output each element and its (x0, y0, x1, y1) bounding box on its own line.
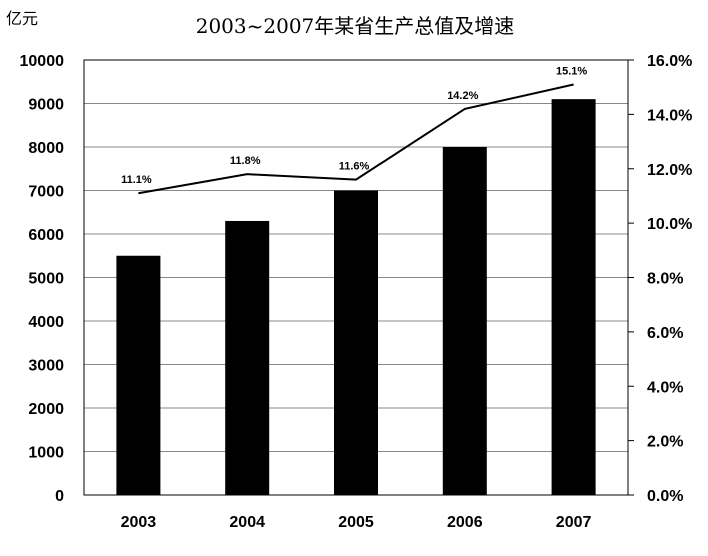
left-tick-label: 9000 (28, 97, 64, 114)
data-label: 11.8% (230, 155, 261, 167)
left-tick-label: 2000 (28, 401, 64, 418)
growth-line (138, 83, 574, 195)
bar (225, 220, 270, 495)
data-label: 11.1% (121, 174, 152, 186)
left-tick-label: 3000 (28, 358, 64, 375)
data-label: 11.6% (339, 161, 370, 173)
x-tick-label: 2005 (338, 514, 374, 531)
right-tick-label: 16.0% (647, 53, 692, 70)
growth-line-series: 11.1% 11.8% 11.6% 14.2% 15.1% (121, 65, 587, 195)
left-tick-label: 6000 (28, 227, 64, 244)
right-tick-label: 14.0% (647, 107, 692, 124)
left-axis-ticks: 0 1000 2000 3000 4000 5000 6000 7000 8000 9000 100… (20, 53, 65, 505)
bar (334, 190, 378, 495)
x-tick-label: 2007 (556, 514, 592, 531)
right-tick-label: 4.0% (647, 379, 683, 396)
x-tick-label: 2006 (447, 514, 483, 531)
left-tick-label: 1000 (28, 445, 64, 462)
left-tick-label: 10000 (20, 53, 65, 70)
data-label: 15.1% (556, 65, 587, 77)
data-label: 14.2% (447, 90, 478, 102)
bar (551, 99, 596, 496)
right-tick-label: 8.0% (647, 271, 683, 288)
left-tick-label: 8000 (28, 140, 64, 157)
x-tick-label: 2003 (121, 514, 157, 531)
plot-frame (83, 59, 629, 496)
x-axis-ticks: 2003 2004 2005 2006 2007 (121, 514, 592, 531)
bar-series (116, 99, 596, 496)
chart-title: 2003~2007年某省生产总值及增速 (196, 14, 515, 38)
left-tick-label: 4000 (28, 314, 64, 331)
right-axis-ticks: 0.0% 2.0% 4.0% 6.0% 8.0% 10.0% 12.0% 14.0% 16.0% (628, 53, 692, 505)
bar (116, 255, 161, 495)
right-tick-label: 10.0% (647, 216, 692, 233)
left-axis-unit: 亿元 (6, 9, 38, 28)
right-tick-label: 0.0% (647, 488, 683, 505)
x-tick-label: 2004 (229, 514, 265, 531)
left-tick-label: 7000 (28, 184, 64, 201)
bar (442, 147, 487, 495)
left-tick-label: 0 (55, 488, 64, 505)
right-tick-label: 6.0% (647, 325, 683, 342)
right-tick-label: 2.0% (647, 434, 683, 451)
right-tick-label: 12.0% (647, 162, 692, 179)
left-tick-label: 5000 (28, 271, 64, 288)
